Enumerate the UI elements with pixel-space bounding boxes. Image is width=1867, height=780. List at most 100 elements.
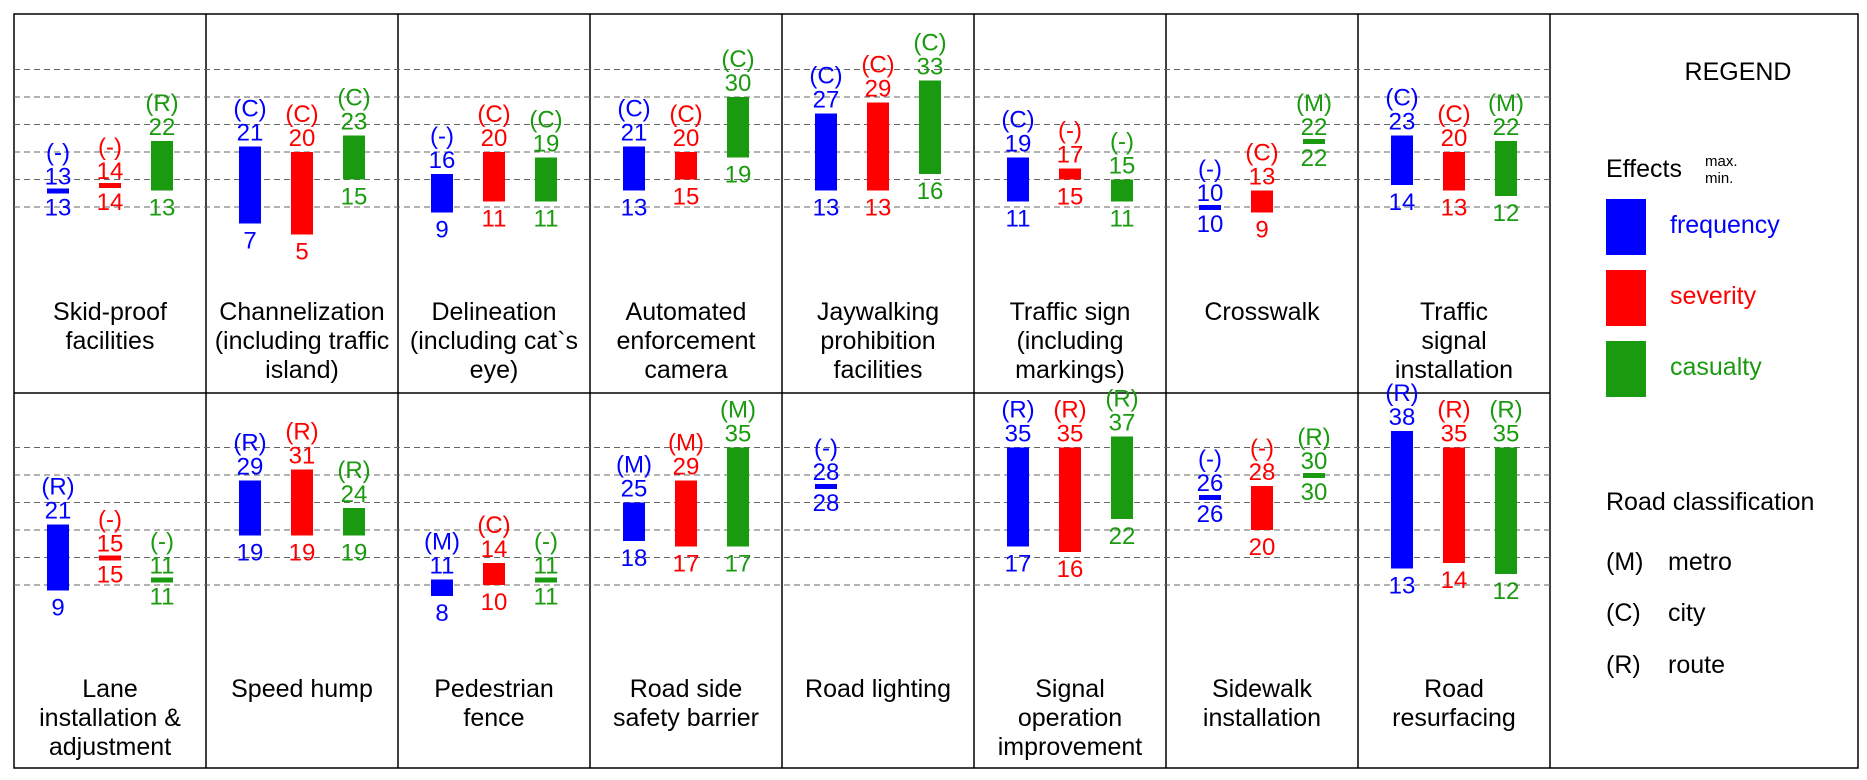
legend-road-city-code: (C) — [1606, 599, 1641, 627]
frequency-road-class-label: (M) — [616, 452, 652, 479]
panel-title: enforcement — [617, 327, 756, 355]
panel-title: Pedestrian — [434, 675, 554, 703]
severity-min-label: 16 — [1057, 556, 1084, 583]
frequency-min-label: 9 — [435, 217, 448, 244]
severity-bar — [483, 563, 505, 585]
legend-casualty-label: casualty — [1670, 353, 1762, 381]
casualty-min-label: 16 — [917, 178, 944, 205]
frequency-min-label: 10 — [1197, 211, 1224, 238]
frequency-max-label: 21 — [45, 498, 72, 525]
frequency-road-class-label: (-) — [46, 140, 70, 167]
severity-min-label: 11 — [482, 206, 507, 233]
frequency-bar — [239, 146, 261, 224]
frequency-max-label: 19 — [1005, 131, 1032, 158]
casualty-road-class-label: (R) — [145, 90, 178, 117]
casualty-road-class-label: (R) — [1297, 424, 1330, 451]
severity-min-label: 14 — [97, 189, 124, 216]
frequency-road-class-label: (C) — [809, 63, 842, 90]
frequency-max-label: 28 — [813, 459, 840, 486]
severity-min-label: 15 — [673, 184, 700, 211]
casualty-min-label: 11 — [534, 206, 559, 233]
severity-min-label: 19 — [289, 540, 316, 567]
frequency-min-label: 8 — [435, 600, 448, 627]
casualty-road-class-label: (M) — [720, 397, 756, 424]
casualty-bar — [343, 508, 365, 536]
casualty-bar — [1111, 179, 1133, 202]
panel: Delineation(including cat`seye)16(-)920(… — [410, 101, 578, 384]
casualty-road-class-label: (M) — [1488, 90, 1524, 117]
legend-road-metro-label: metro — [1668, 548, 1732, 576]
severity-bar — [483, 152, 505, 202]
frequency-max-label: 16 — [429, 147, 456, 174]
panel: Sidewalkinstallation26(-)2628(-)2030(R)3… — [1197, 424, 1331, 732]
casualty-max-label: 35 — [1493, 421, 1520, 448]
severity-min-label: 5 — [295, 239, 308, 266]
legend-title: REGEND — [1685, 58, 1792, 86]
legend-road-city-label: city — [1668, 599, 1706, 627]
frequency-max-label: 11 — [430, 553, 455, 580]
frequency-bar — [623, 146, 645, 191]
legend-min-label: min. — [1705, 170, 1733, 187]
frequency-min-label: 13 — [1389, 573, 1416, 600]
casualty-min-label: 22 — [1301, 145, 1328, 172]
severity-road-class-label: (C) — [861, 52, 894, 79]
casualty-max-label: 30 — [1301, 448, 1328, 475]
panel: Signaloperationimprovement35(R)1735(R)16… — [998, 386, 1143, 762]
legend-severity-label: severity — [1670, 282, 1757, 310]
panel-title: improvement — [998, 733, 1143, 761]
casualty-road-class-label: (C) — [529, 107, 562, 134]
frequency-road-class-label: (C) — [233, 96, 266, 123]
panel-title: Speed hump — [231, 675, 373, 703]
severity-bar — [867, 102, 889, 191]
frequency-min-label: 14 — [1389, 189, 1416, 216]
frequency-road-class-label: (-) — [1198, 446, 1222, 473]
panel-title: fence — [463, 704, 524, 732]
severity-min-label: 14 — [1441, 567, 1468, 594]
casualty-road-class-label: (R) — [1489, 397, 1522, 424]
casualty-road-class-label: (-) — [150, 529, 174, 556]
severity-bar — [1443, 447, 1465, 563]
panel-title: facilities — [834, 356, 923, 384]
casualty-road-class-label: (C) — [913, 30, 946, 57]
severity-max-label: 20 — [481, 125, 508, 152]
panel-title: Jaywalking — [817, 298, 939, 326]
severity-max-label: 28 — [1249, 459, 1276, 486]
frequency-bar — [815, 113, 837, 191]
frequency-road-class-label: (C) — [617, 96, 650, 123]
panel-title: Automated — [626, 298, 747, 326]
casualty-min-label: 11 — [150, 584, 175, 611]
severity-road-class-label: (C) — [1245, 140, 1278, 167]
frequency-min-label: 13 — [813, 195, 840, 222]
frequency-bar — [815, 484, 837, 489]
casualty-min-label: 19 — [341, 540, 368, 567]
frequency-road-class-label: (R) — [1001, 397, 1034, 424]
outer-border — [13, 13, 1859, 769]
severity-max-label: 17 — [1057, 142, 1084, 169]
severity-max-label: 15 — [97, 531, 124, 558]
casualty-max-label: 22 — [149, 114, 176, 141]
frequency-road-class-label: (-) — [814, 435, 838, 462]
legend-casualty-swatch — [1606, 341, 1646, 397]
casualty-max-label: 22 — [1301, 114, 1328, 141]
casualty-min-label: 15 — [341, 184, 368, 211]
casualty-max-label: 35 — [725, 421, 752, 448]
panel: Trafficsignalinstallation23(C)1420(C)132… — [1385, 85, 1524, 385]
frequency-road-class-label: (C) — [1001, 107, 1034, 134]
severity-bar — [291, 152, 313, 235]
panel-title: installation — [1395, 356, 1513, 384]
casualty-bar — [727, 97, 749, 158]
severity-bar — [99, 183, 121, 188]
legend-frequency-label: frequency — [1670, 211, 1780, 239]
severity-road-class-label: (C) — [1437, 101, 1470, 128]
chart-grid-frame — [13, 13, 1859, 769]
legend-frequency-swatch — [1606, 199, 1646, 255]
casualty-road-class-label: (-) — [1110, 129, 1134, 156]
severity-max-label: 20 — [1441, 125, 1468, 152]
severity-road-class-label: (C) — [477, 101, 510, 128]
frequency-bar — [1007, 447, 1029, 547]
severity-min-label: 13 — [865, 195, 892, 222]
severity-road-class-label: (C) — [285, 101, 318, 128]
